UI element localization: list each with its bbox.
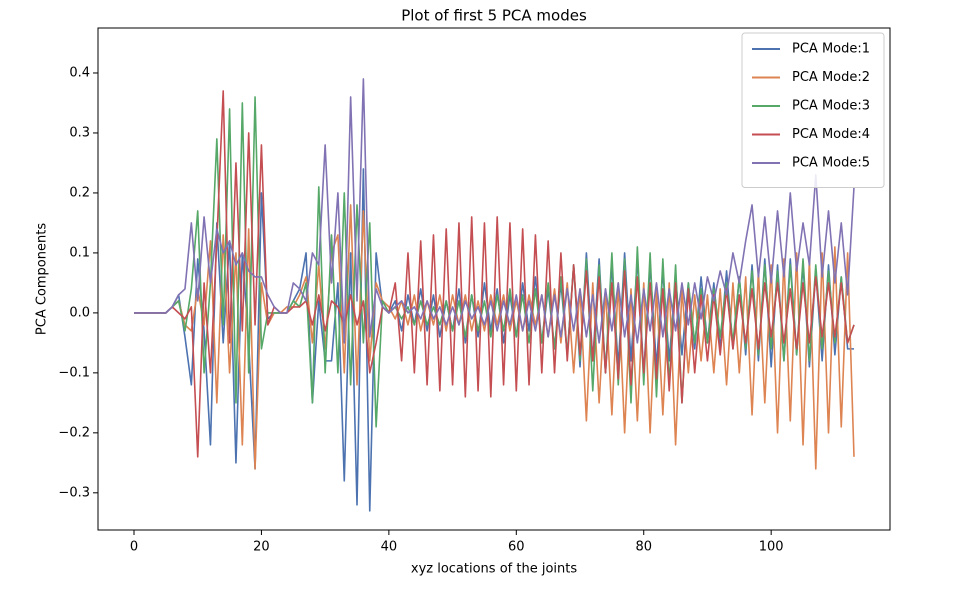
x-tick-label: 80 <box>635 540 652 555</box>
y-tick-label: 0.1 <box>69 245 90 260</box>
legend-label: PCA Mode:1 <box>792 42 870 57</box>
series-line <box>134 90 855 458</box>
y-tick-label: 0.2 <box>69 185 90 200</box>
legend-label: PCA Mode:2 <box>792 70 870 85</box>
legend-label: PCA Mode:5 <box>792 156 870 171</box>
y-tick-label: 0.4 <box>69 65 90 80</box>
y-axis-label: PCA Components <box>35 223 50 335</box>
series-line <box>134 78 855 344</box>
x-tick-label: 60 <box>508 540 525 555</box>
y-tick-label: −0.2 <box>58 425 90 440</box>
legend-label: PCA Mode:4 <box>792 127 870 142</box>
legend-box <box>741 32 885 188</box>
plot-frame <box>97 27 891 531</box>
y-tick-label: 0.0 <box>69 305 90 320</box>
y-tick-label: −0.1 <box>58 365 90 380</box>
chart-title: Plot of first 5 PCA modes <box>401 7 587 25</box>
y-tick-label: 0.3 <box>69 125 90 140</box>
y-tick-label: −0.3 <box>58 485 90 500</box>
x-tick-label: 20 <box>253 540 270 555</box>
x-axis-label: xyz locations of the joints <box>411 562 577 577</box>
legend-label: PCA Mode:3 <box>792 99 870 114</box>
x-tick-label: 100 <box>759 540 784 555</box>
x-tick-label: 40 <box>381 540 398 555</box>
x-tick-label: 0 <box>130 540 138 555</box>
